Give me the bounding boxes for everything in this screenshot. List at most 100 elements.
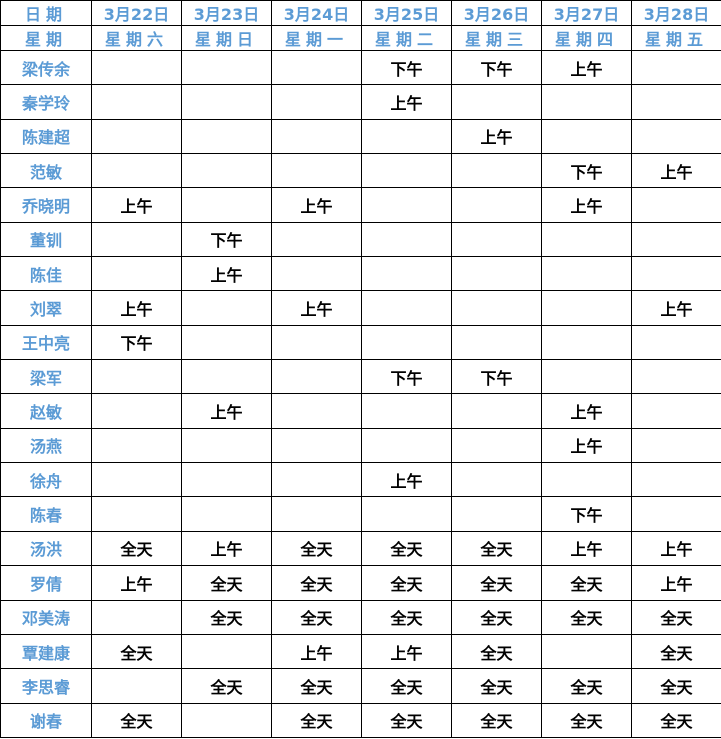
schedule-cell[interactable]: [361, 496, 452, 532]
schedule-cell[interactable]: 全天: [271, 530, 362, 567]
schedule-cell[interactable]: [91, 599, 182, 635]
schedule-cell[interactable]: 全天: [91, 702, 182, 739]
schedule-cell[interactable]: [91, 427, 182, 464]
schedule-cell[interactable]: 全天: [451, 668, 542, 704]
schedule-cell[interactable]: 全天: [361, 668, 452, 704]
schedule-cell[interactable]: [181, 187, 272, 223]
schedule-cell[interactable]: [271, 393, 362, 429]
schedule-cell[interactable]: 全天: [361, 565, 452, 601]
schedule-cell[interactable]: [541, 84, 632, 120]
person-name-cell[interactable]: 秦学玲: [0, 84, 92, 120]
schedule-cell[interactable]: [271, 256, 362, 292]
schedule-cell[interactable]: [271, 84, 362, 120]
schedule-cell[interactable]: 全天: [451, 702, 542, 739]
schedule-cell[interactable]: 全天: [631, 668, 721, 704]
schedule-cell[interactable]: [541, 324, 632, 361]
schedule-cell[interactable]: 全天: [451, 633, 542, 670]
schedule-cell[interactable]: 全天: [91, 530, 182, 567]
person-name-cell[interactable]: 李思睿: [0, 668, 92, 704]
schedule-cell[interactable]: [361, 393, 452, 429]
schedule-cell[interactable]: [91, 393, 182, 429]
schedule-cell[interactable]: 上午: [271, 633, 362, 670]
schedule-cell[interactable]: [91, 359, 182, 395]
schedule-cell[interactable]: 全天: [271, 702, 362, 739]
person-name-cell[interactable]: 罗倩: [0, 565, 92, 601]
schedule-cell[interactable]: [91, 462, 182, 498]
schedule-cell[interactable]: [451, 221, 542, 258]
schedule-cell[interactable]: 上午: [541, 393, 632, 429]
schedule-cell[interactable]: [631, 221, 721, 258]
schedule-cell[interactable]: [271, 462, 362, 498]
person-name-cell[interactable]: 谢春: [0, 702, 92, 739]
schedule-cell[interactable]: [181, 359, 272, 395]
weekday-cell[interactable]: 星期五: [631, 25, 721, 51]
schedule-cell[interactable]: 下午: [361, 359, 452, 395]
schedule-cell[interactable]: 全天: [91, 633, 182, 670]
person-name-cell[interactable]: 范敏: [0, 153, 92, 189]
person-name-cell[interactable]: 汤燕: [0, 427, 92, 464]
schedule-cell[interactable]: 全天: [271, 599, 362, 635]
schedule-cell[interactable]: [91, 84, 182, 120]
schedule-cell[interactable]: 全天: [181, 668, 272, 704]
schedule-cell[interactable]: [181, 496, 272, 532]
schedule-cell[interactable]: [361, 187, 452, 223]
schedule-cell[interactable]: [181, 462, 272, 498]
schedule-cell[interactable]: [361, 118, 452, 155]
schedule-cell[interactable]: 下午: [91, 324, 182, 361]
schedule-cell[interactable]: 全天: [631, 633, 721, 670]
schedule-cell[interactable]: [91, 49, 182, 86]
schedule-cell[interactable]: [631, 324, 721, 361]
schedule-cell[interactable]: 全天: [271, 668, 362, 704]
schedule-cell[interactable]: 全天: [541, 565, 632, 601]
person-name-cell[interactable]: 乔晓明: [0, 187, 92, 223]
schedule-cell[interactable]: [181, 118, 272, 155]
schedule-cell[interactable]: [451, 187, 542, 223]
date-label-cell[interactable]: 日期: [0, 0, 92, 26]
schedule-cell[interactable]: [91, 221, 182, 258]
schedule-cell[interactable]: 全天: [361, 702, 452, 739]
schedule-cell[interactable]: [451, 324, 542, 361]
person-name-cell[interactable]: 刘翠: [0, 290, 92, 326]
schedule-cell[interactable]: 上午: [451, 118, 542, 155]
date-cell[interactable]: 3月24日: [271, 0, 362, 26]
schedule-cell[interactable]: [541, 290, 632, 326]
person-name-cell[interactable]: 梁军: [0, 359, 92, 395]
schedule-cell[interactable]: 上午: [91, 290, 182, 326]
schedule-cell[interactable]: 全天: [181, 599, 272, 635]
schedule-cell[interactable]: [181, 702, 272, 739]
schedule-cell[interactable]: [631, 118, 721, 155]
schedule-cell[interactable]: [451, 393, 542, 429]
schedule-cell[interactable]: [181, 427, 272, 464]
schedule-cell[interactable]: [271, 153, 362, 189]
schedule-cell[interactable]: [541, 633, 632, 670]
schedule-cell[interactable]: [271, 324, 362, 361]
schedule-cell[interactable]: [271, 49, 362, 86]
schedule-cell[interactable]: 下午: [541, 153, 632, 189]
schedule-cell[interactable]: 上午: [361, 633, 452, 670]
schedule-cell[interactable]: [451, 84, 542, 120]
schedule-cell[interactable]: 全天: [631, 702, 721, 739]
weekday-cell[interactable]: 星期三: [451, 25, 542, 51]
schedule-cell[interactable]: [451, 153, 542, 189]
schedule-cell[interactable]: 下午: [541, 496, 632, 532]
schedule-cell[interactable]: 上午: [181, 530, 272, 567]
schedule-cell[interactable]: 上午: [631, 153, 721, 189]
schedule-cell[interactable]: [361, 290, 452, 326]
schedule-cell[interactable]: 上午: [91, 565, 182, 601]
schedule-cell[interactable]: [631, 393, 721, 429]
schedule-cell[interactable]: [631, 49, 721, 86]
date-cell[interactable]: 3月26日: [451, 0, 542, 26]
schedule-cell[interactable]: 上午: [271, 290, 362, 326]
schedule-cell[interactable]: 上午: [631, 530, 721, 567]
schedule-cell[interactable]: 全天: [541, 702, 632, 739]
schedule-cell[interactable]: 上午: [181, 256, 272, 292]
schedule-cell[interactable]: [541, 462, 632, 498]
schedule-cell[interactable]: [91, 668, 182, 704]
schedule-cell[interactable]: 上午: [541, 427, 632, 464]
schedule-cell[interactable]: [361, 427, 452, 464]
schedule-cell[interactable]: [451, 462, 542, 498]
schedule-cell[interactable]: 下午: [451, 359, 542, 395]
person-name-cell[interactable]: 陈建超: [0, 118, 92, 155]
person-name-cell[interactable]: 汤洪: [0, 530, 92, 567]
schedule-cell[interactable]: 全天: [631, 599, 721, 635]
